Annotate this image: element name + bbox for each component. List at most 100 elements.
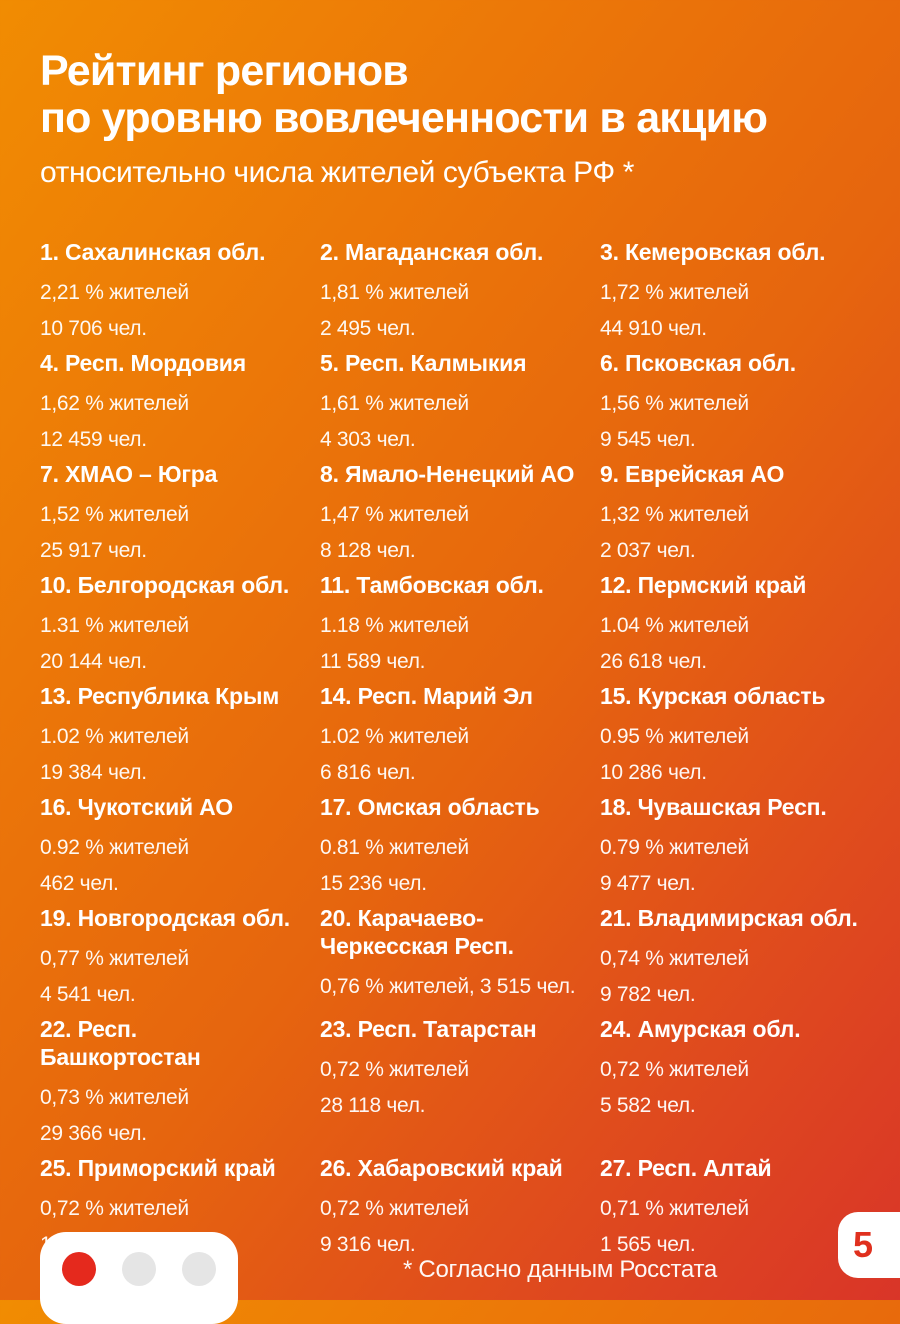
region-name: 13. Республика Крым (40, 683, 280, 709)
region-people-count: 26 618 чел. (600, 650, 707, 673)
pagination-dot[interactable] (122, 1252, 156, 1286)
page-title-line1: Рейтинг регионов (40, 47, 409, 95)
region-percent-value: 1.31 % жителей (40, 614, 189, 637)
region-percent-value: 1,72 % жителей (600, 281, 749, 304)
region-list-item: 6. Псковская обл. 1,56 % жителей 9 545 ч… (600, 349, 870, 458)
region-people-count: 9 477 чел. (600, 872, 696, 895)
region-list-item: 12. Пермский край 1.04 % жителей 26 618 … (600, 571, 870, 680)
region-percent-value: 1,47 % жителей (320, 503, 469, 526)
pagination (40, 1232, 238, 1324)
page-number-badge: 5 (838, 1212, 900, 1278)
region-list-item: 2. Магаданская обл. 1,81 % жителей 2 495… (320, 238, 600, 347)
region-people-count: 28 118 чел. (320, 1094, 426, 1117)
region-percent-value: 1.18 % жителей (320, 614, 469, 637)
region-name: 14. Респ. Марий Эл (320, 683, 533, 709)
region-percent-value: 0,76 % жителей, 3 515 чел. (320, 975, 576, 998)
region-name: 3. Кемеровская обл. (600, 239, 826, 265)
region-people-count: 25 917 чел. (40, 539, 147, 562)
region-people-count: 9 316 чел. (320, 1233, 416, 1256)
region-list-item: 7. ХМАО – Югра 1,52 % жителей 25 917 чел… (40, 460, 320, 569)
region-list-item: 22. Респ. Башкортостан 0,73 % жителей 29… (40, 1015, 320, 1152)
region-list-item: 17. Омская область 0.81 % жителей 15 236… (320, 793, 600, 902)
region-people-count: 6 816 чел. (320, 761, 416, 784)
region-percent-value: 1,52 % жителей (40, 503, 189, 526)
region-percent-value: 0,72 % жителей (600, 1058, 749, 1081)
region-name: 8. Ямало-Ненецкий АО (320, 461, 575, 487)
region-list-item: 8. Ямало-Ненецкий АО 1,47 % жителей 8 12… (320, 460, 600, 569)
region-percent-value: 0,77 % жителей (40, 947, 189, 970)
region-name: 17. Омская область (320, 794, 540, 820)
pagination-dot[interactable] (182, 1252, 216, 1286)
region-list-item: 4. Респ. Мордовия 1,62 % жителей 12 459 … (40, 349, 320, 458)
region-percent-value: 0,72 % жителей (320, 1058, 469, 1081)
region-percent-value: 0.81 % жителей (320, 836, 469, 859)
region-name: 19. Новгородская обл. (40, 905, 290, 931)
region-name: 18. Чувашская Респ. (600, 794, 827, 820)
page-number: 5 (852, 1224, 874, 1265)
region-name: 4. Респ. Мордовия (40, 350, 246, 376)
region-people-count: 5 582 чел. (600, 1094, 696, 1117)
region-list-item: 1. Сахалинская обл. 2,21 % жителей 10 70… (40, 238, 320, 347)
region-name: 11. Тамбовская обл. (320, 572, 544, 598)
region-name: 10. Белгородская обл. (40, 572, 290, 598)
region-list-item: 9. Еврейская АО 1,32 % жителей 2 037 чел… (600, 460, 870, 569)
region-people-count: 1 565 чел. (600, 1233, 696, 1256)
region-people-count: 4 303 чел. (320, 428, 416, 451)
region-percent-value: 1,32 % жителей (600, 503, 749, 526)
region-percent-value: 0,71 % жителей (600, 1197, 749, 1220)
region-list-item: 10. Белгородская обл. 1.31 % жителей 20 … (40, 571, 320, 680)
region-name: 6. Псковская обл. (600, 350, 796, 376)
region-percent-value: 0,73 % жителей (40, 1086, 189, 1109)
region-name: 5. Респ. Калмыкия (320, 350, 527, 376)
region-name: 26. Хабаровский край (320, 1155, 563, 1181)
region-percent-value: 2,21 % жителей (40, 281, 189, 304)
region-name: 2. Магаданская обл. (320, 239, 544, 265)
region-list-item: 5. Респ. Калмыкия 1,61 % жителей 4 303 ч… (320, 349, 600, 458)
region-percent-value: 1,56 % жителей (600, 392, 749, 415)
region-percent-value: 1.02 % жителей (40, 725, 189, 748)
region-name: 7. ХМАО – Югра (40, 461, 218, 487)
region-percent-value: 1.02 % жителей (320, 725, 469, 748)
footnote: * Согласно данным Росстата (403, 1256, 717, 1283)
page-title-line2: по уровню вовлеченности в акцию (40, 94, 768, 142)
region-people-count: 44 910 чел. (600, 317, 707, 340)
region-percent-value: 1,62 % жителей (40, 392, 189, 415)
region-name: 20. Карачаево-Черкесская Респ. (320, 905, 514, 959)
region-people-count: 29 366 чел. (40, 1122, 147, 1145)
regions-grid: 1. Сахалинская обл. 2,21 % жителей 10 70… (40, 238, 870, 1263)
region-people-count: 15 236 чел. (320, 872, 427, 895)
region-name: 16. Чукотский АО (40, 794, 233, 820)
region-people-count: 9 782 чел. (600, 983, 696, 1006)
region-percent-value: 1.04 % жителей (600, 614, 749, 637)
region-list-item: 16. Чукотский АО 0.92 % жителей 462 чел. (40, 793, 320, 902)
region-name: 23. Респ. Татарстан (320, 1016, 537, 1042)
region-people-count: 2 495 чел. (320, 317, 416, 340)
page-title: Рейтинг регионов по уровню вовлеченности… (40, 48, 870, 142)
region-percent-value: 0,74 % жителей (600, 947, 749, 970)
region-list-item: 11. Тамбовская обл. 1.18 % жителей 11 58… (320, 571, 600, 680)
region-list-item: 24. Амурская обл. 0,72 % жителей 5 582 ч… (600, 1015, 870, 1152)
header: Рейтинг регионов по уровню вовлеченности… (40, 48, 870, 190)
region-name: 22. Респ. Башкортостан (40, 1016, 201, 1070)
region-people-count: 11 589 чел. (320, 650, 426, 673)
region-list-item: 27. Респ. Алтай 0,71 % жителей 1 565 чел… (600, 1154, 870, 1263)
region-percent-value: 0.79 % жителей (600, 836, 749, 859)
region-people-count: 2 037 чел. (600, 539, 696, 562)
page-subtitle: относительно числа жителей субъекта РФ * (40, 156, 635, 189)
region-percent-value: 1,81 % жителей (320, 281, 469, 304)
region-people-count: 10 286 чел. (600, 761, 707, 784)
region-name: 9. Еврейская АО (600, 461, 785, 487)
region-name: 24. Амурская обл. (600, 1016, 801, 1042)
region-percent-value: 1,61 % жителей (320, 392, 469, 415)
region-percent-value: 0,72 % жителей (320, 1197, 469, 1220)
region-list-item: 14. Респ. Марий Эл 1.02 % жителей 6 816 … (320, 682, 600, 791)
region-name: 1. Сахалинская обл. (40, 239, 266, 265)
pagination-dot-active[interactable] (62, 1252, 96, 1286)
region-list-item: 20. Карачаево-Черкесская Респ. 0,76 % жи… (320, 904, 600, 1013)
region-list-item: 21. Владимирская обл. 0,74 % жителей 9 7… (600, 904, 870, 1013)
region-list-item: 13. Республика Крым 1.02 % жителей 19 38… (40, 682, 320, 791)
region-list-item: 15. Курская область 0.95 % жителей 10 28… (600, 682, 870, 791)
region-people-count: 462 чел. (40, 872, 119, 895)
region-list-item: 19. Новгородская обл. 0,77 % жителей 4 5… (40, 904, 320, 1013)
